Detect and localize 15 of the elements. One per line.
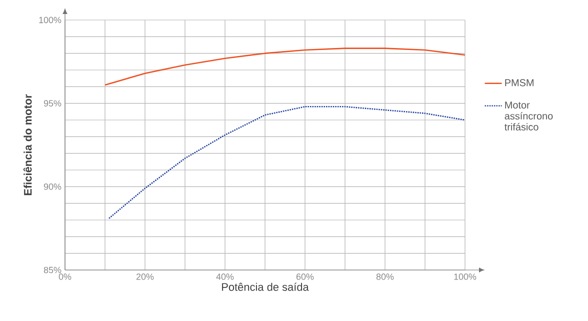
y-tick-label: 90% [44,183,62,190]
legend-label: PMSM [505,79,534,86]
line-series [104,48,466,86]
y-tick-label: 100% [39,16,62,24]
y-tick-label: 85% [44,266,62,274]
x-tick-label: 40% [216,274,234,280]
x-tick-label: 80% [376,274,394,280]
x-tick-label: 20% [136,274,154,280]
x-tick-label: 100% [454,274,476,280]
y-tick-label: 95% [44,100,62,107]
x-axis-title: Potência de saída [222,282,309,291]
y-axis-title: Eficiência do motor [23,94,32,196]
legend-label: Motor assíncrono trifásico [504,102,553,130]
x-tick-label: 60% [296,274,314,280]
x-tick-label: 0% [58,274,72,280]
